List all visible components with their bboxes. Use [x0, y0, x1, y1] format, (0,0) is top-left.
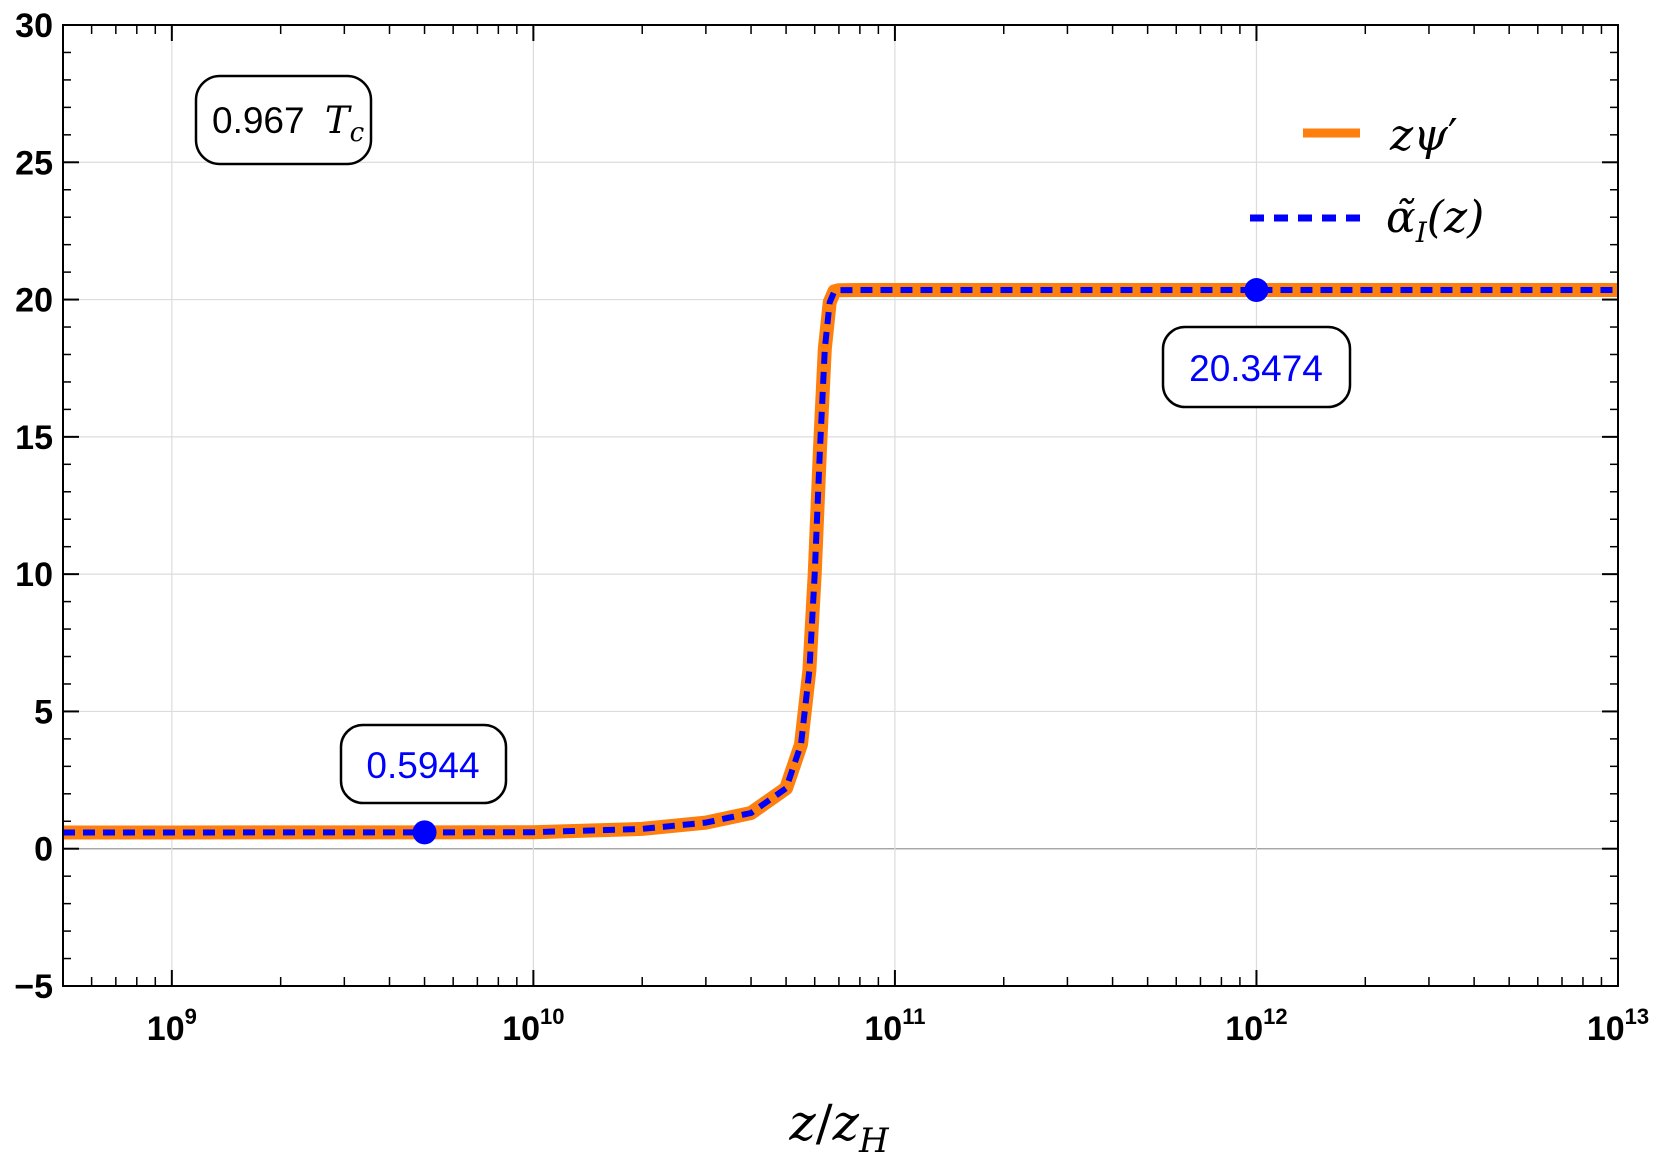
y-tick-label: 0	[34, 831, 53, 869]
legend-label-orange: zψ′	[1389, 110, 1458, 161]
temperature-sub: c	[350, 118, 365, 148]
y-tick-label: 30	[15, 7, 53, 45]
series-group	[63, 283, 1618, 840]
series-line-orange	[63, 283, 1618, 840]
x-axis-label: z/zH	[788, 1094, 890, 1159]
x-tick-label: 1010	[502, 1004, 564, 1048]
y-tick-label: 15	[15, 419, 53, 457]
marker-low-value	[412, 820, 437, 845]
x-tick-label: 1012	[1225, 1004, 1287, 1048]
temperature-annotation: 0.967 Tc	[194, 74, 373, 166]
y-tick-label: 25	[15, 144, 53, 182]
legend-label-blue: α̃I(z)	[1386, 192, 1484, 249]
svg-text:0.967 Tc: 0.967 Tc	[212, 99, 365, 148]
y-tick-label: −5	[14, 968, 53, 1006]
low-value-annotation: 0.5944	[339, 723, 508, 805]
plot-frame	[62, 24, 1619, 987]
series-line-blue	[63, 287, 1618, 836]
y-tick-label: 5	[34, 693, 53, 731]
x-tick-label: 1011	[864, 1004, 925, 1048]
x-tick-label: 109	[147, 1004, 197, 1048]
tick-labels: −5 0 5 10 15 20 25 30 109 1010 1011 1012 1013	[14, 7, 1649, 1048]
temperature-symbol: T	[325, 99, 352, 142]
legend: zψ′ α̃I(z)	[1250, 110, 1484, 249]
axis-ticks	[62, 24, 1619, 987]
temperature-number: 0.967	[212, 100, 305, 141]
high-value-annotation: 20.3474	[1161, 325, 1352, 409]
x-tick-label: 1013	[1587, 1004, 1649, 1048]
y-tick-label: 20	[15, 282, 53, 320]
grid	[63, 24, 1618, 987]
marker-high-value	[1244, 278, 1269, 303]
low-value-text: 0.5944	[366, 745, 479, 786]
high-value-text: 20.3474	[1189, 348, 1323, 389]
data-markers	[412, 278, 1269, 845]
y-tick-label: 10	[15, 556, 53, 594]
